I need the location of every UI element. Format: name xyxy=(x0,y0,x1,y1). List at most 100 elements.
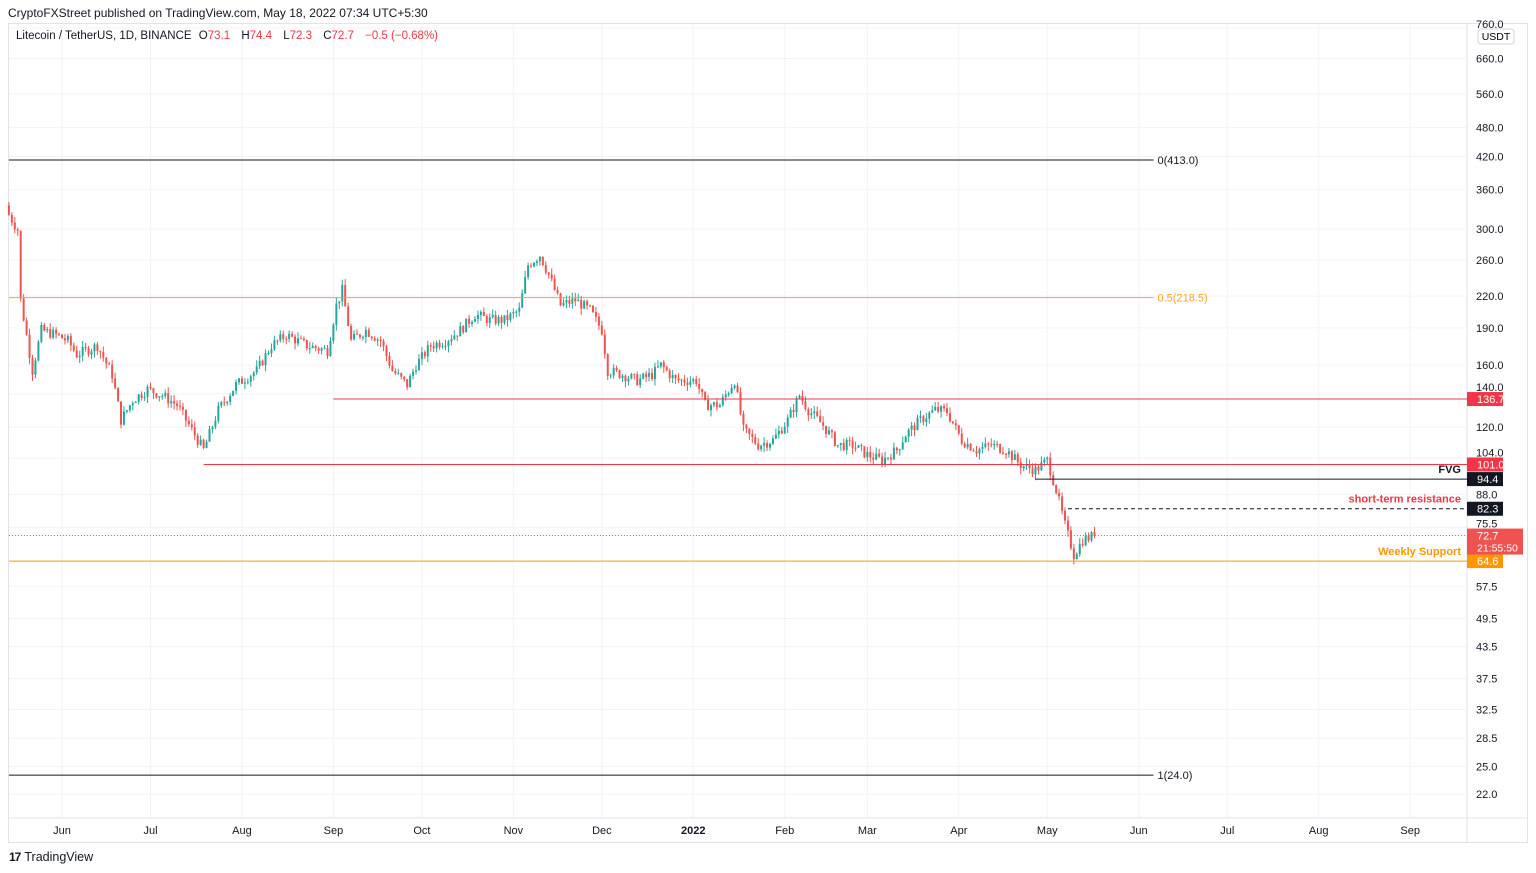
candle-body xyxy=(205,441,208,449)
candle-body xyxy=(285,338,288,340)
candles xyxy=(7,201,1096,565)
candle-body xyxy=(984,443,987,448)
candle-body xyxy=(202,439,205,449)
candle-body xyxy=(81,346,84,356)
candle-body xyxy=(583,301,586,309)
candle-body xyxy=(58,333,61,335)
candle-body xyxy=(1064,510,1066,521)
candle-body xyxy=(957,425,960,434)
candle-body xyxy=(721,397,724,406)
price-tick-label: 300.0 xyxy=(1476,224,1504,236)
candle-body xyxy=(742,413,745,425)
candle-body xyxy=(61,334,63,339)
candle-body xyxy=(648,373,651,377)
candle-body xyxy=(715,402,718,408)
candle-body xyxy=(512,312,515,314)
candle-body xyxy=(683,379,686,383)
candle-body xyxy=(308,348,311,350)
candle-body xyxy=(851,440,854,448)
candle-body xyxy=(329,340,332,357)
candle-body xyxy=(600,325,603,335)
candle-body xyxy=(485,316,488,323)
candle-body xyxy=(990,444,993,446)
candle-body xyxy=(901,442,904,450)
price-tick-label: 190.0 xyxy=(1476,323,1504,335)
candle-body xyxy=(819,415,822,423)
time-tick-label: Dec xyxy=(592,825,612,837)
price-tick-label: 88.0 xyxy=(1476,489,1497,501)
candle-body xyxy=(1061,496,1064,511)
candle-body xyxy=(193,427,196,436)
chart-frame xyxy=(8,23,1528,843)
candle-body xyxy=(155,393,158,398)
candle-body xyxy=(217,405,220,421)
candle-body xyxy=(102,352,105,358)
candle-body xyxy=(527,265,530,278)
candle-body xyxy=(25,320,28,335)
candle-body xyxy=(370,336,373,339)
candle-body xyxy=(196,435,199,445)
candle-body xyxy=(447,341,450,347)
candle-body xyxy=(948,413,951,422)
time-tick-label: Nov xyxy=(504,825,524,837)
candle-body xyxy=(137,394,140,402)
candle-body xyxy=(1010,451,1013,460)
candle-body xyxy=(792,409,795,413)
level-label-fib-0.5: 0.5(218.5) xyxy=(1158,293,1208,305)
candle-body xyxy=(114,378,117,389)
candle-body xyxy=(946,408,948,414)
candle-body xyxy=(825,425,828,434)
candle-body xyxy=(476,315,479,320)
candle-body xyxy=(748,428,751,435)
candle-body xyxy=(707,399,710,411)
candle-body xyxy=(347,306,350,327)
time-tick-label: Jun xyxy=(1130,825,1148,837)
candle-body xyxy=(786,417,789,427)
candle-body xyxy=(674,375,677,379)
candle-body xyxy=(465,318,468,333)
candle-body xyxy=(394,370,397,374)
candle-body xyxy=(1002,452,1005,454)
level-label-weekly-support: Weekly Support xyxy=(1378,546,1461,558)
level-label-short-term-resistance: short-term resistance xyxy=(1349,494,1462,506)
candle-body xyxy=(592,305,594,313)
candle-body xyxy=(659,362,662,367)
price-tick-label: 140.0 xyxy=(1476,382,1504,394)
candle-body xyxy=(1093,532,1096,536)
candle-body xyxy=(1072,548,1075,560)
price-tag-text-weekly-support: 64.6 xyxy=(1477,556,1498,568)
candle-body xyxy=(1052,475,1055,486)
ohlc-change: −0.5 (−0.68%) xyxy=(365,30,439,42)
candle-body xyxy=(453,335,456,340)
candle-body xyxy=(420,352,423,359)
candle-body xyxy=(22,298,25,321)
candle-body xyxy=(804,401,807,410)
candle-body xyxy=(662,362,665,368)
candle-body xyxy=(789,409,792,418)
candle-body xyxy=(232,390,235,396)
candle-body xyxy=(1005,453,1007,455)
candle-body xyxy=(108,363,111,365)
currency-label: USDT xyxy=(1482,31,1511,43)
candle-body xyxy=(975,451,978,454)
candle-body xyxy=(665,367,668,371)
candle-body xyxy=(822,422,825,426)
candle-body xyxy=(833,432,836,446)
candle-body xyxy=(152,388,155,394)
tradingview-logo[interactable]: 17 TradingView xyxy=(9,850,93,864)
candle-body xyxy=(1084,536,1087,546)
candle-body xyxy=(766,442,769,448)
candle-body xyxy=(987,443,990,445)
candle-body xyxy=(816,411,819,416)
candle-body xyxy=(518,307,521,312)
candle-body xyxy=(589,305,592,307)
candle-body xyxy=(317,348,320,351)
candle-body xyxy=(1022,466,1025,469)
candle-body xyxy=(350,326,353,340)
candle-body xyxy=(651,373,653,380)
candle-body xyxy=(813,411,816,414)
candle-body xyxy=(208,429,211,442)
candle-body xyxy=(435,342,438,349)
candle-body xyxy=(311,345,314,349)
